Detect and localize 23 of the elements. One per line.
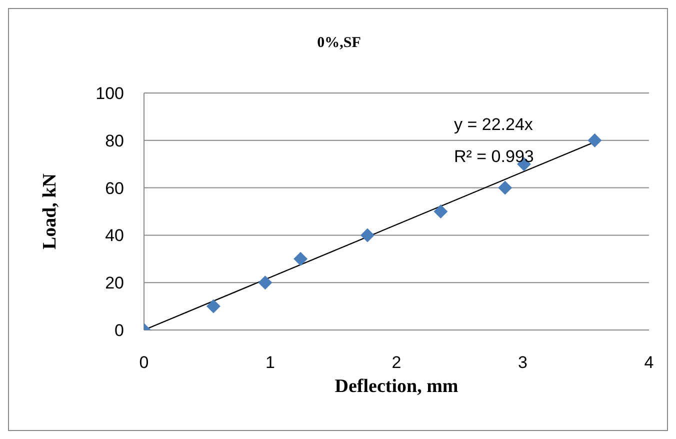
y-axis-title: Load, kN <box>40 173 61 250</box>
x-tick-label: 4 <box>644 353 654 372</box>
x-axis-title: Deflection, mm <box>334 376 458 397</box>
y-tick-label: 20 <box>105 274 124 293</box>
y-tick-label: 100 <box>96 84 124 104</box>
point <box>258 276 272 290</box>
point <box>434 204 448 218</box>
point <box>206 299 220 314</box>
x-tick-label: 3 <box>518 353 528 372</box>
point <box>588 133 602 148</box>
chart-title: 0%,SF <box>316 35 362 52</box>
y-tick-label: 60 <box>105 178 124 198</box>
x-tick-label: 2 <box>392 353 402 372</box>
y-tick-label: 40 <box>105 226 124 246</box>
annotation: R² = 0.993 <box>454 147 534 167</box>
point <box>498 180 512 195</box>
y-tick-label: 0 <box>114 321 124 340</box>
x-tick-label: 0 <box>139 353 149 372</box>
y-tick-label: 80 <box>105 131 124 150</box>
x-tick-label: 1 <box>266 353 275 372</box>
point <box>360 228 374 242</box>
point <box>294 252 308 266</box>
annotation: y = 22.24x <box>454 115 533 135</box>
